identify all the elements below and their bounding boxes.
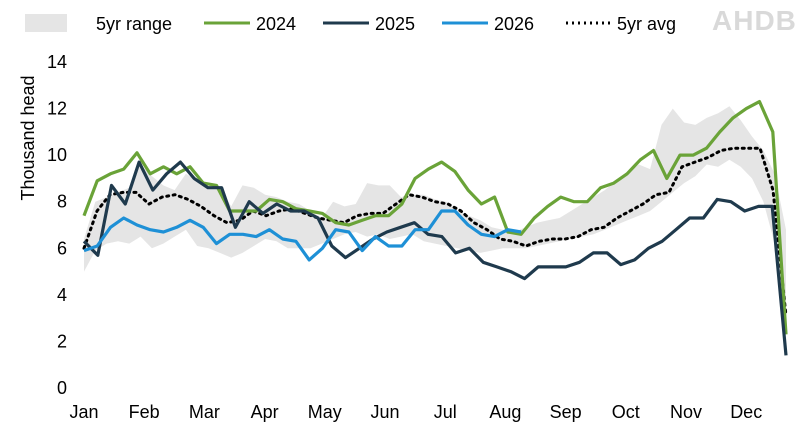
legend-label-range: 5yr range xyxy=(96,14,172,34)
legend-label-avg: 5yr avg xyxy=(617,14,676,34)
x-tick-label: Jul xyxy=(434,402,457,422)
y-tick-label: 8 xyxy=(57,192,67,212)
y-ticks: 0 2 4 6 8 10 12 14 xyxy=(47,52,67,398)
legend-label-2024: 2024 xyxy=(256,14,296,34)
x-tick-label: Apr xyxy=(251,402,279,422)
legend-swatch-range xyxy=(25,14,67,32)
legend-label-2025: 2025 xyxy=(375,14,415,34)
series-line-5yr-avg xyxy=(82,146,788,318)
x-ticks: Jan Feb Mar Apr May Jun Jul Aug Sep Oct Nov Dec xyxy=(69,402,762,422)
x-tick-label: Mar xyxy=(189,402,220,422)
x-tick-label: May xyxy=(308,402,342,422)
legend-label-2026: 2026 xyxy=(494,14,534,34)
series-line-2025 xyxy=(82,160,788,356)
y-tick-label: 0 xyxy=(57,378,67,398)
series-line-2026 xyxy=(83,209,522,262)
y-tick-label: 14 xyxy=(47,52,67,72)
y-tick-label: 2 xyxy=(57,331,67,351)
x-tick-label: Jan xyxy=(69,402,98,422)
plot-area xyxy=(82,100,788,356)
brand-logo: AHDB xyxy=(712,5,797,36)
x-tick-label: Nov xyxy=(670,402,702,422)
x-tick-label: Dec xyxy=(730,402,762,422)
x-tick-label: Sep xyxy=(550,402,582,422)
legend: 5yr range 2024 2025 2026 5yr avg xyxy=(25,14,676,34)
x-tick-label: Jun xyxy=(370,402,399,422)
y-tick-label: 12 xyxy=(47,99,67,119)
x-tick-label: Oct xyxy=(612,402,640,422)
y-tick-label: 10 xyxy=(47,145,67,165)
x-tick-label: Aug xyxy=(489,402,521,422)
y-tick-label: 4 xyxy=(57,285,67,305)
x-tick-label: Feb xyxy=(129,402,160,422)
y-axis-title: Thousand head xyxy=(18,75,38,200)
y-tick-label: 6 xyxy=(57,238,67,258)
series-line-2024 xyxy=(82,100,788,335)
